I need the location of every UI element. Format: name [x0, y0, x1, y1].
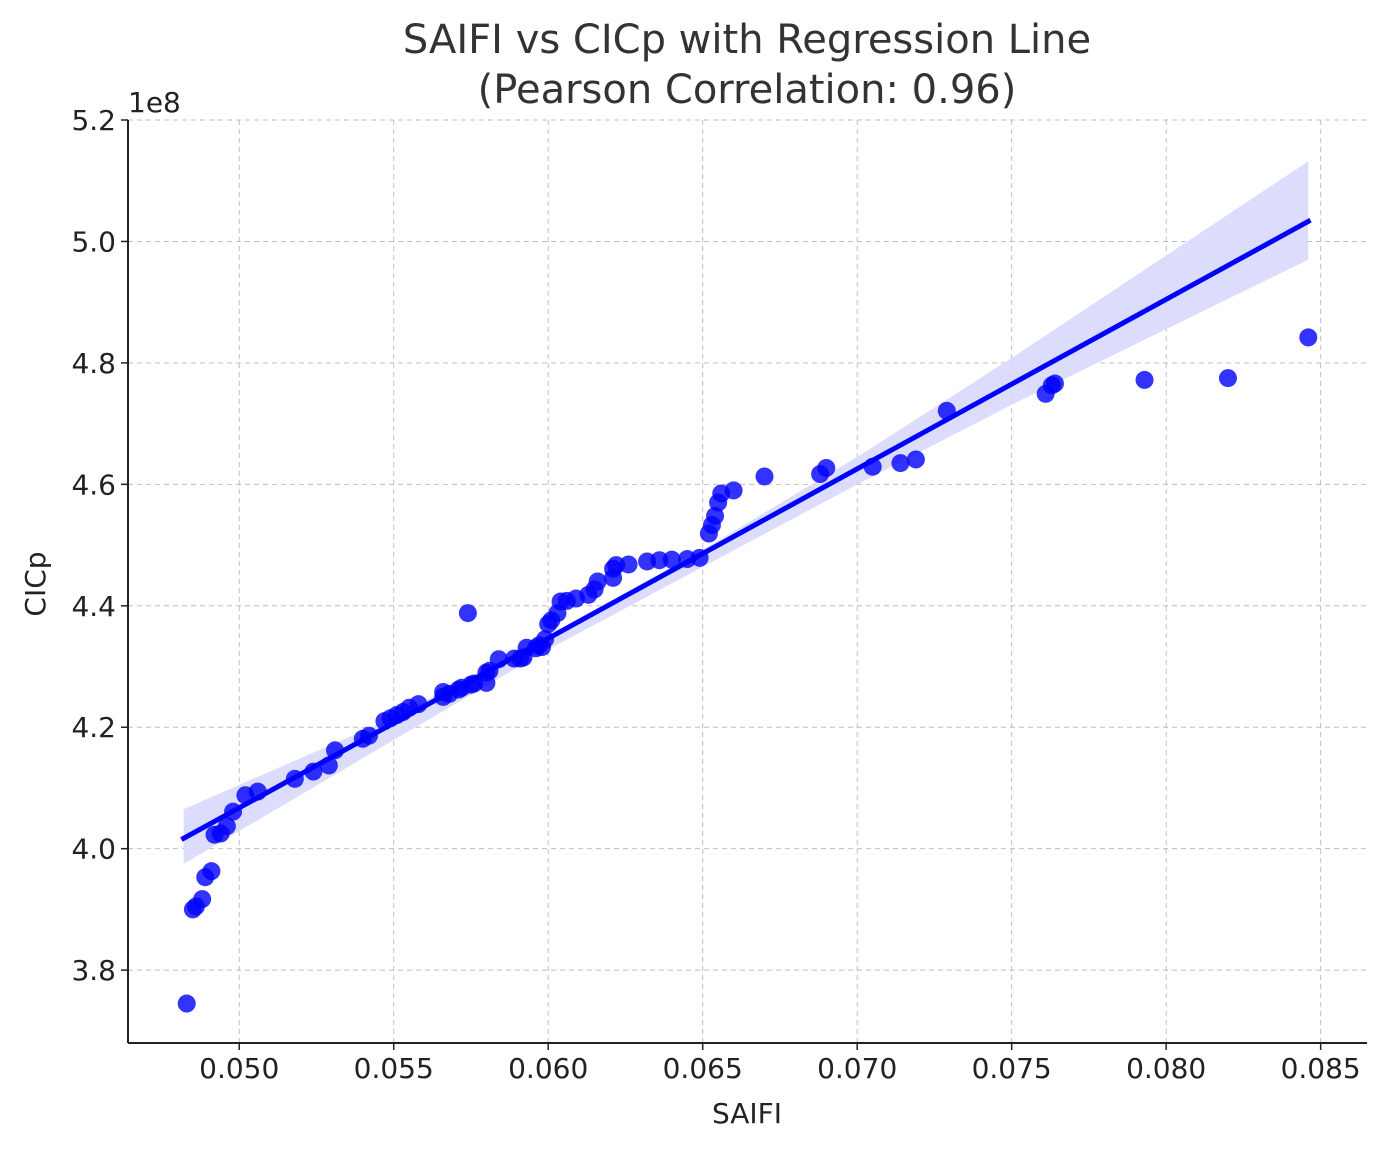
data-point: [891, 454, 910, 473]
data-point: [588, 572, 607, 591]
data-point: [458, 604, 477, 623]
y-tick-label: 5.0: [71, 225, 116, 258]
x-tick-label: 0.060: [508, 1052, 588, 1085]
confidence-band: [183, 161, 1309, 864]
data-point: [202, 862, 221, 881]
data-point: [1299, 328, 1318, 347]
y-axis-offset-label: 1e8: [128, 86, 181, 119]
y-tick-label: 4.0: [71, 833, 116, 866]
chart-title: SAIFI vs CICp with Regression Line: [403, 17, 1091, 63]
data-point: [619, 555, 638, 574]
regression-confidence-band: [183, 161, 1309, 864]
data-point: [1045, 374, 1064, 393]
data-point: [755, 467, 774, 486]
chart-subtitle: (Pearson Correlation: 0.96): [478, 67, 1017, 113]
x-axis-label: SAIFI: [712, 1097, 782, 1130]
x-tick-label: 0.065: [663, 1052, 743, 1085]
x-tick-label: 0.085: [1281, 1052, 1361, 1085]
y-tick-label: 4.6: [71, 468, 116, 501]
data-point: [662, 550, 681, 569]
axes: [127, 120, 1367, 1044]
y-tick-label: 3.8: [71, 954, 116, 987]
data-point: [1218, 369, 1237, 388]
x-tick-label: 0.080: [1126, 1052, 1206, 1085]
x-tick-label: 0.075: [972, 1052, 1052, 1085]
data-point: [193, 890, 212, 909]
regression-line-group: [180, 218, 1312, 842]
data-point: [817, 458, 836, 477]
data-point: [177, 994, 196, 1013]
data-point: [217, 817, 236, 836]
y-tick-label: 4.4: [71, 590, 116, 623]
x-tick-label: 0.050: [199, 1052, 279, 1085]
data-points: [177, 328, 1318, 1013]
tick-labels: 0.050 0.055 0.060 0.065 0.070 0.075 0.080 0.085…: [71, 104, 1360, 1085]
y-axis-label: CICp: [19, 551, 52, 616]
regression-line: [180, 218, 1312, 842]
x-tick-label: 0.055: [354, 1052, 434, 1085]
y-tick-label: 5.2: [71, 104, 116, 137]
data-point: [906, 450, 925, 469]
data-point: [724, 481, 743, 500]
y-tick-label: 4.2: [71, 711, 116, 744]
y-tick-label: 4.8: [71, 347, 116, 380]
x-tick-label: 0.070: [817, 1052, 897, 1085]
data-point: [1135, 370, 1154, 389]
